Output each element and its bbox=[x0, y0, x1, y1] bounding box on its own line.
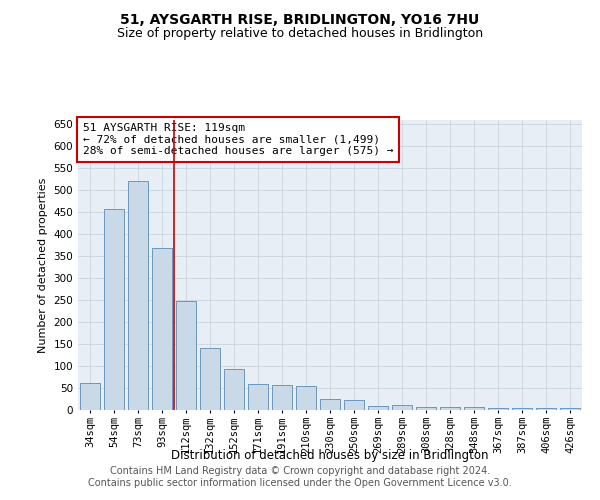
Bar bbox=[464, 408, 484, 410]
Bar bbox=[200, 348, 220, 410]
Bar bbox=[152, 248, 172, 410]
Bar bbox=[344, 400, 364, 410]
Bar bbox=[560, 408, 580, 410]
Bar bbox=[224, 369, 244, 410]
Bar bbox=[128, 180, 148, 410]
Bar bbox=[536, 408, 556, 410]
Bar bbox=[296, 386, 316, 410]
Y-axis label: Number of detached properties: Number of detached properties bbox=[38, 178, 48, 352]
Bar bbox=[440, 407, 460, 410]
Bar bbox=[416, 407, 436, 410]
Bar bbox=[488, 408, 508, 410]
Bar bbox=[368, 406, 388, 410]
Bar bbox=[176, 301, 196, 410]
Bar bbox=[248, 384, 268, 410]
Text: Distribution of detached houses by size in Bridlington: Distribution of detached houses by size … bbox=[171, 448, 489, 462]
Bar bbox=[272, 385, 292, 410]
Text: Size of property relative to detached houses in Bridlington: Size of property relative to detached ho… bbox=[117, 28, 483, 40]
Bar bbox=[512, 408, 532, 410]
Bar bbox=[80, 383, 100, 410]
Bar bbox=[320, 399, 340, 410]
Text: Contains HM Land Registry data © Crown copyright and database right 2024.
Contai: Contains HM Land Registry data © Crown c… bbox=[88, 466, 512, 487]
Bar bbox=[392, 405, 412, 410]
Text: 51 AYSGARTH RISE: 119sqm
← 72% of detached houses are smaller (1,499)
28% of sem: 51 AYSGARTH RISE: 119sqm ← 72% of detach… bbox=[83, 123, 394, 156]
Bar bbox=[104, 209, 124, 410]
Text: 51, AYSGARTH RISE, BRIDLINGTON, YO16 7HU: 51, AYSGARTH RISE, BRIDLINGTON, YO16 7HU bbox=[121, 12, 479, 26]
